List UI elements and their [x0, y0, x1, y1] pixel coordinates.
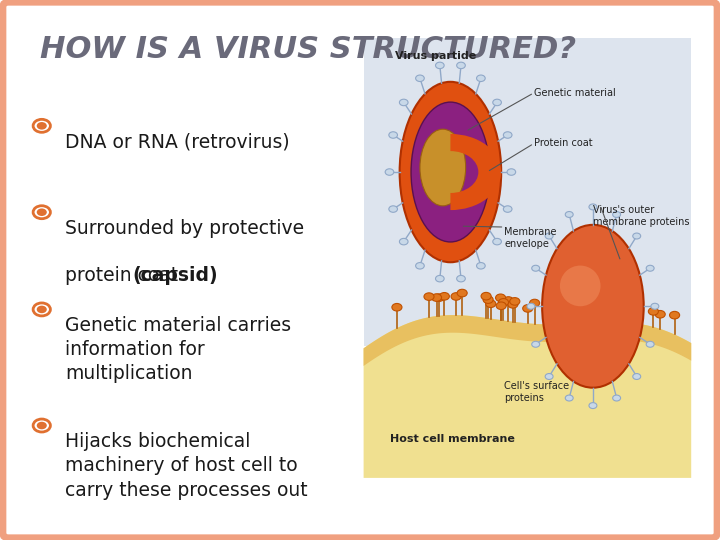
- Circle shape: [439, 293, 449, 300]
- Circle shape: [565, 395, 573, 401]
- Circle shape: [646, 265, 654, 271]
- Circle shape: [571, 302, 581, 310]
- Text: (capsid): (capsid): [132, 266, 218, 285]
- Text: Genetic material: Genetic material: [534, 88, 616, 98]
- Circle shape: [389, 132, 397, 138]
- Text: Host cell membrane: Host cell membrane: [390, 434, 515, 444]
- Circle shape: [503, 206, 512, 212]
- Circle shape: [492, 238, 501, 245]
- Ellipse shape: [411, 102, 490, 242]
- Circle shape: [486, 300, 496, 307]
- Circle shape: [436, 62, 444, 69]
- Text: Genetic material carries
information for
multiplication: Genetic material carries information for…: [65, 316, 291, 383]
- Text: Protein coat: Protein coat: [534, 138, 593, 149]
- Circle shape: [495, 294, 505, 301]
- Circle shape: [503, 296, 513, 304]
- Circle shape: [456, 62, 465, 69]
- Polygon shape: [364, 315, 691, 478]
- Circle shape: [415, 262, 424, 269]
- Circle shape: [510, 298, 520, 305]
- Circle shape: [37, 306, 47, 313]
- Text: DNA or RNA (retrovirus): DNA or RNA (retrovirus): [65, 132, 289, 151]
- Circle shape: [37, 208, 47, 216]
- Circle shape: [613, 395, 621, 401]
- Circle shape: [633, 374, 641, 380]
- Circle shape: [508, 301, 518, 308]
- Circle shape: [507, 169, 516, 176]
- Circle shape: [651, 303, 659, 309]
- Circle shape: [436, 275, 444, 282]
- Text: Surrounded by protective: Surrounded by protective: [65, 219, 304, 238]
- Ellipse shape: [542, 225, 644, 388]
- Circle shape: [385, 169, 394, 176]
- Circle shape: [392, 303, 402, 311]
- Circle shape: [503, 132, 512, 138]
- Circle shape: [565, 212, 573, 218]
- Circle shape: [400, 99, 408, 106]
- Circle shape: [434, 294, 444, 301]
- Circle shape: [589, 403, 597, 409]
- Circle shape: [492, 99, 501, 106]
- Text: Hijacks biochemical
machinery of host cell to
carry these processes out: Hijacks biochemical machinery of host ce…: [65, 432, 307, 500]
- Circle shape: [431, 294, 441, 301]
- Circle shape: [37, 422, 47, 429]
- Circle shape: [633, 233, 641, 239]
- Circle shape: [415, 75, 424, 82]
- Circle shape: [400, 238, 408, 245]
- Circle shape: [589, 204, 597, 210]
- Circle shape: [532, 265, 540, 271]
- Circle shape: [554, 298, 564, 306]
- Circle shape: [498, 299, 508, 306]
- Text: Virus partide: Virus partide: [395, 51, 477, 61]
- Circle shape: [605, 301, 615, 309]
- Circle shape: [483, 296, 493, 303]
- Circle shape: [670, 312, 680, 319]
- Circle shape: [545, 233, 553, 239]
- Circle shape: [456, 275, 465, 282]
- Circle shape: [545, 374, 553, 380]
- Ellipse shape: [560, 266, 600, 306]
- Circle shape: [424, 293, 434, 300]
- Circle shape: [613, 212, 621, 218]
- Circle shape: [646, 341, 654, 347]
- Circle shape: [451, 293, 461, 300]
- Circle shape: [523, 305, 533, 312]
- Circle shape: [530, 299, 540, 307]
- Circle shape: [564, 301, 574, 309]
- Circle shape: [655, 310, 665, 318]
- Text: protein coat: protein coat: [65, 266, 184, 285]
- Ellipse shape: [420, 129, 466, 206]
- Circle shape: [575, 301, 585, 309]
- Text: Virus's outer
membrane proteins: Virus's outer membrane proteins: [593, 205, 690, 227]
- Bar: [364, 38, 691, 346]
- Circle shape: [477, 262, 485, 269]
- Circle shape: [481, 292, 491, 300]
- Circle shape: [457, 289, 467, 297]
- Circle shape: [389, 206, 397, 212]
- Circle shape: [648, 308, 658, 315]
- Text: Membrane
envelope: Membrane envelope: [505, 227, 557, 248]
- Circle shape: [577, 299, 588, 306]
- Circle shape: [527, 303, 535, 309]
- Text: Cell's surface
proteins: Cell's surface proteins: [505, 381, 570, 403]
- Ellipse shape: [400, 82, 501, 262]
- Circle shape: [37, 122, 47, 130]
- Polygon shape: [364, 315, 691, 366]
- Circle shape: [496, 302, 506, 309]
- Circle shape: [532, 341, 540, 347]
- Circle shape: [477, 75, 485, 82]
- Wedge shape: [451, 134, 501, 210]
- Circle shape: [545, 304, 555, 312]
- Text: HOW IS A VIRUS STRUCTURED?: HOW IS A VIRUS STRUCTURED?: [40, 35, 576, 64]
